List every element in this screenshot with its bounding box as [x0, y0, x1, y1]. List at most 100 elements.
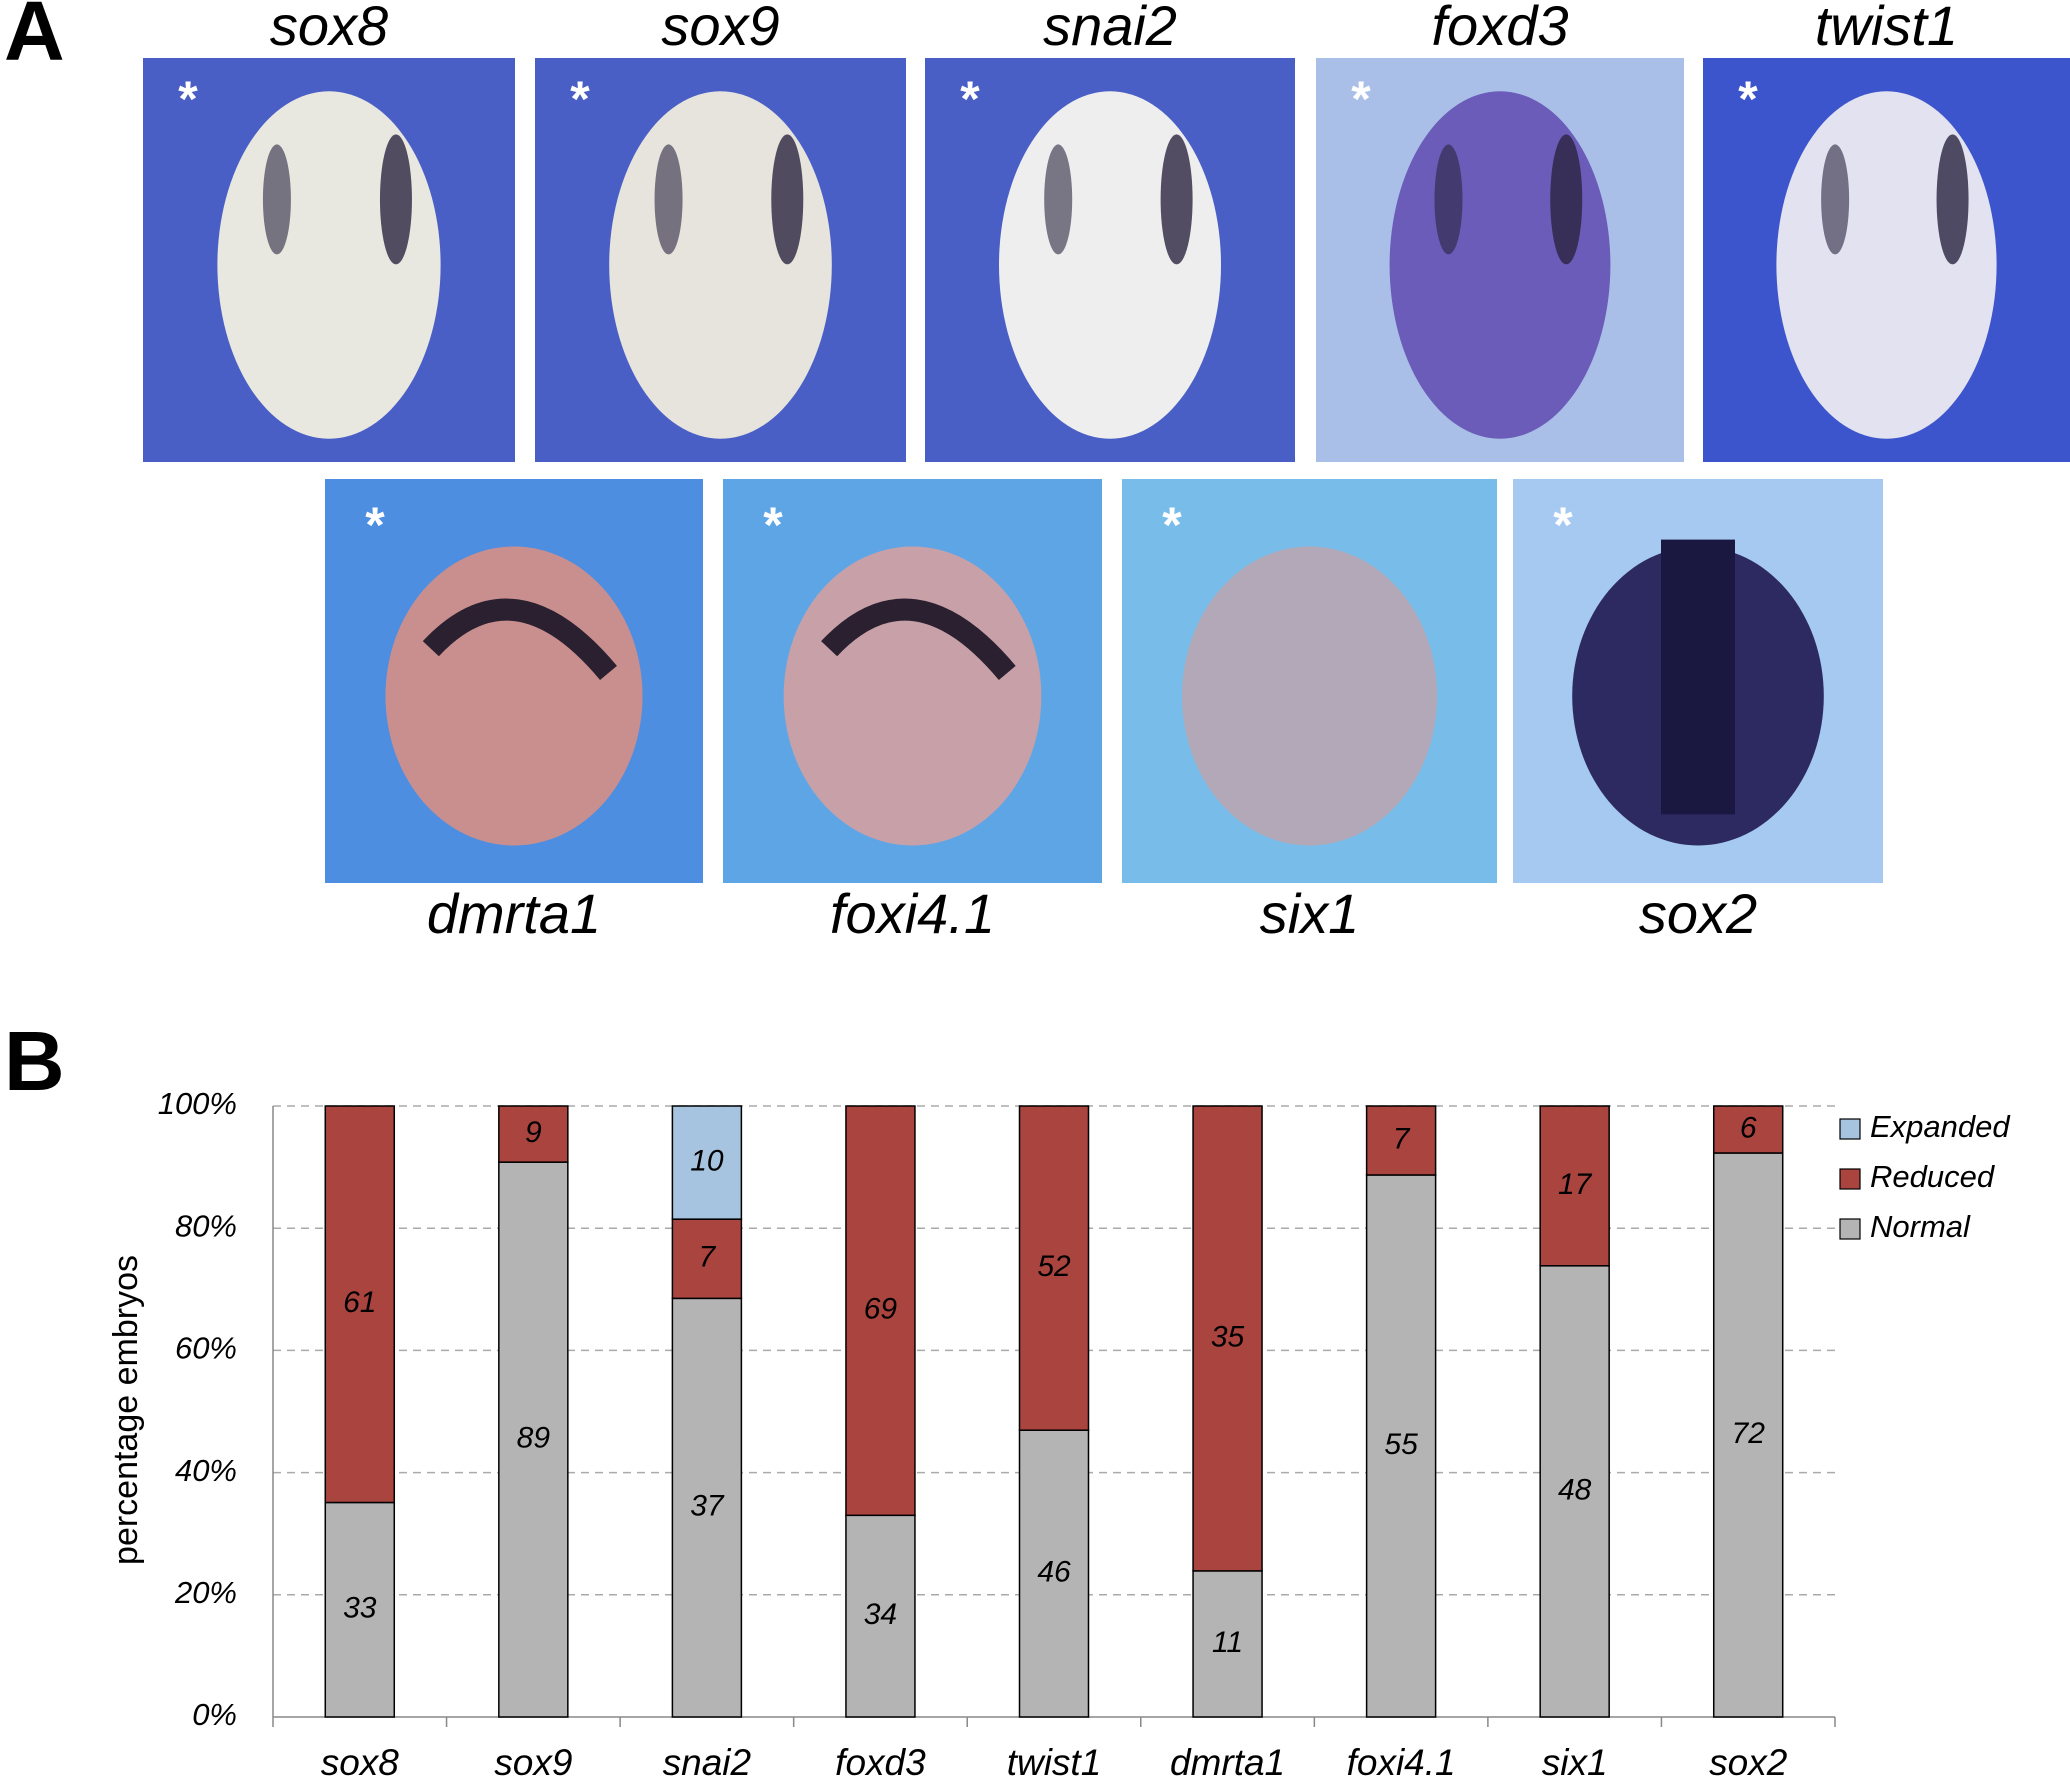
asterisk: * — [178, 71, 198, 127]
y-tick-label: 40% — [175, 1453, 237, 1488]
data-label: 48 — [1558, 1473, 1592, 1506]
bar-segment — [1712, 1105, 1784, 1154]
data-label: 7 — [1393, 1122, 1411, 1155]
data-label: 52 — [1037, 1250, 1071, 1283]
stain — [1160, 134, 1193, 265]
asterisk: * — [1351, 71, 1371, 127]
gene-label: snai2 — [1043, 0, 1177, 57]
bar-segment — [498, 1161, 569, 1718]
legend-swatch — [1839, 1218, 1861, 1240]
legend-label: Reduced — [1870, 1159, 1996, 1194]
asterisk: * — [763, 497, 783, 553]
x-tick-label: dmrta1 — [1170, 1742, 1285, 1783]
bar-segment — [1365, 1174, 1437, 1718]
x-tick-label: six1 — [1542, 1742, 1608, 1783]
stain — [1550, 134, 1583, 265]
data-label: 17 — [1558, 1168, 1593, 1201]
legend-swatch — [1839, 1118, 1861, 1140]
asterisk: * — [1553, 497, 1573, 553]
data-label: 6 — [1740, 1111, 1757, 1144]
embryo — [1389, 91, 1611, 439]
panel-label: B — [4, 1014, 65, 1108]
bar-segment — [1539, 1265, 1610, 1718]
stain — [422, 598, 617, 680]
asterisk: * — [1162, 497, 1182, 553]
legend-label: Expanded — [1870, 1109, 2011, 1144]
data-label: 69 — [864, 1293, 898, 1326]
gene-label: dmrta1 — [427, 882, 601, 945]
bar-segment — [845, 1105, 916, 1517]
data-label: 72 — [1732, 1417, 1766, 1450]
y-tick-label: 20% — [174, 1575, 237, 1610]
stain — [771, 134, 804, 265]
data-label: 35 — [1211, 1320, 1245, 1353]
stain — [654, 144, 683, 255]
stain — [1044, 144, 1073, 255]
bar-segment — [324, 1501, 396, 1718]
data-label: 11 — [1212, 1626, 1243, 1659]
stain — [821, 598, 1016, 680]
x-tick-label: sox8 — [321, 1742, 400, 1783]
data-label: 33 — [343, 1592, 377, 1625]
stain — [262, 144, 291, 255]
stain — [1936, 134, 1969, 265]
asterisk: * — [570, 71, 590, 127]
x-tick-label: snai2 — [663, 1742, 752, 1783]
data-label: 89 — [517, 1421, 551, 1454]
y-tick-label: 80% — [175, 1208, 237, 1243]
embryo — [385, 546, 643, 846]
data-label: 46 — [1037, 1556, 1071, 1589]
asterisk: * — [1738, 71, 1758, 127]
data-label: 61 — [343, 1286, 376, 1319]
x-tick-label: sox9 — [494, 1742, 572, 1783]
stain — [1661, 539, 1735, 815]
gene-label: sox9 — [661, 0, 779, 57]
gene-label: six1 — [1260, 882, 1360, 945]
embryo — [1776, 91, 1997, 439]
bar-segment — [1018, 1429, 1090, 1718]
data-label: 10 — [690, 1144, 724, 1177]
data-label: 34 — [864, 1598, 897, 1631]
x-tick-label: twist1 — [1007, 1742, 1102, 1783]
embryo — [217, 91, 441, 439]
data-label: 55 — [1384, 1428, 1418, 1461]
legend-label: Normal — [1870, 1209, 1971, 1244]
bar-segment — [671, 1297, 743, 1718]
bar-segment — [671, 1105, 743, 1220]
embryo — [1182, 546, 1437, 846]
bar-segment — [1539, 1105, 1610, 1267]
bar-segment — [1365, 1105, 1437, 1176]
data-label: 7 — [699, 1241, 717, 1274]
gene-label: foxd3 — [1432, 0, 1569, 57]
panel-label: A — [4, 0, 65, 78]
asterisk: * — [365, 497, 385, 553]
bar-segment — [498, 1105, 569, 1163]
x-tick-label: foxd3 — [835, 1742, 926, 1783]
gene-label: sox8 — [270, 0, 388, 57]
gene-label: sox2 — [1639, 882, 1757, 945]
data-label: 9 — [525, 1116, 542, 1149]
asterisk: * — [960, 71, 980, 127]
embryo — [609, 91, 832, 439]
bar-segment — [1018, 1105, 1090, 1431]
stain — [1434, 144, 1463, 255]
x-tick-label: foxi4.1 — [1347, 1742, 1456, 1783]
stain — [1821, 144, 1850, 255]
bar-segment — [1192, 1570, 1263, 1718]
bar-segment — [1192, 1105, 1263, 1572]
stain — [379, 134, 412, 265]
data-label: 37 — [690, 1490, 725, 1523]
x-tick-label: sox2 — [1709, 1742, 1788, 1783]
legend-swatch — [1839, 1168, 1861, 1190]
embryo — [999, 91, 1221, 439]
y-tick-label: 60% — [175, 1331, 237, 1366]
bar-segment — [1712, 1152, 1784, 1718]
y-axis-title: percentage embryos — [107, 1255, 145, 1565]
y-tick-label: 0% — [192, 1697, 237, 1732]
y-tick-label: 100% — [158, 1086, 237, 1121]
embryo — [783, 546, 1042, 846]
gene-label: twist1 — [1815, 0, 1958, 57]
gene-label: foxi4.1 — [830, 882, 995, 945]
bar-segment — [324, 1105, 396, 1504]
